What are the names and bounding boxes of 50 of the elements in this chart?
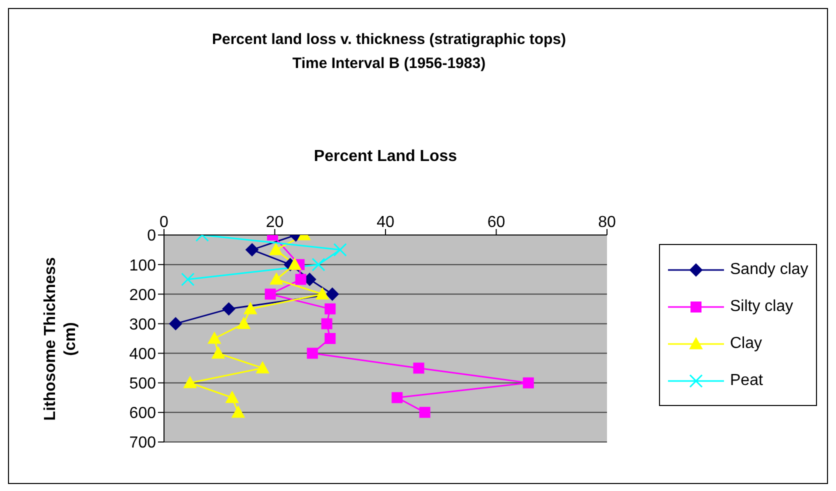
point [246,243,259,256]
point [212,346,225,359]
y-tick-label: 700 [129,434,156,452]
point [326,288,339,301]
y-axis-title: Lithosome Thickness (cm) [41,256,80,423]
chart-title: Percent land loss v. thickness (stratigraphic tops) [211,31,567,48]
point [324,333,336,344]
point [324,303,336,314]
point [288,258,302,270]
x-tick-label: 80 [598,214,616,231]
point [312,258,326,272]
x-tick-label: 40 [376,214,394,231]
point [522,377,534,388]
point [306,348,318,359]
point [269,243,282,256]
legend-label: Clay [730,334,762,352]
x-axis-title: Percent Land Loss [312,148,458,166]
legend-label: Peat [730,372,763,390]
point [333,243,347,257]
legend-label: Sandy clay [730,260,808,278]
y-tick-label: 600 [129,405,156,422]
point [169,317,182,330]
point [226,391,239,403]
point [270,272,283,285]
y-tick-label: 300 [129,316,156,334]
y-tick-label: 200 [129,286,156,304]
point [321,318,332,330]
point [184,376,197,388]
point [392,392,403,404]
chart-subtitle: Time Interval B (1956-1983) [291,55,487,72]
point [181,272,195,286]
point [208,332,221,344]
point [419,406,430,418]
x-tick-label: 0 [160,214,169,231]
point [264,288,276,300]
point [295,274,306,285]
y-tick-label: 0 [147,228,156,245]
point [237,317,250,330]
point [316,288,329,300]
point [222,302,236,316]
y-tick-label: 100 [129,257,156,274]
point [256,362,270,374]
y-tick-label: 500 [129,376,156,393]
legend-label: Silty clay [730,298,794,316]
point [413,362,424,374]
x-tick-label: 20 [266,214,284,231]
x-tick-label: 60 [487,214,506,231]
y-tick-label: 400 [129,346,156,363]
point [232,406,245,418]
point [244,302,257,314]
